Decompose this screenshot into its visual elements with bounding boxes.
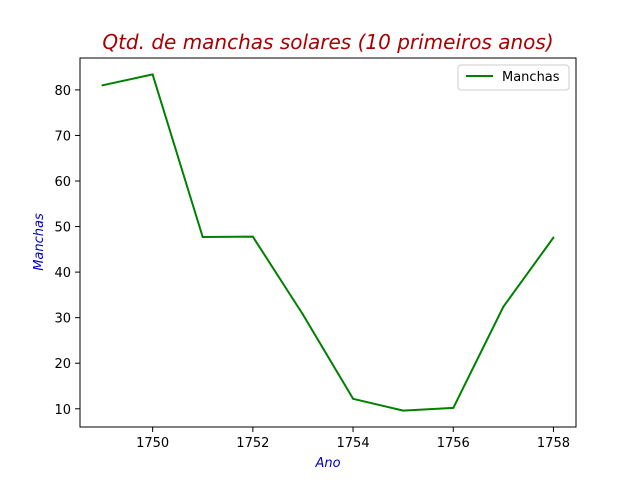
series-group <box>101 73 555 412</box>
data-point <box>201 236 204 239</box>
legend: Manchas <box>457 64 570 91</box>
chart-title: Qtd. de manchas solares (10 primeiros an… <box>102 30 553 54</box>
data-point <box>502 305 505 308</box>
data-point <box>352 397 355 400</box>
y-tick-label: 30 <box>54 312 71 327</box>
data-point <box>251 235 254 238</box>
x-axis-label: Ano <box>314 456 340 471</box>
x-tick-label: 1752 <box>236 436 269 451</box>
y-tick-label: 50 <box>54 221 71 236</box>
data-point <box>552 236 555 239</box>
y-axis-label: Manchas <box>32 213 47 271</box>
data-point <box>402 409 405 412</box>
series-line-manchas <box>102 73 555 412</box>
plot-area-frame <box>79 57 577 428</box>
x-tick-label: 1758 <box>537 436 570 451</box>
x-tick-label: 1754 <box>337 436 370 451</box>
data-point <box>301 313 304 316</box>
x-tick-label: 1756 <box>437 436 470 451</box>
legend-box <box>457 64 570 91</box>
data-point <box>101 84 104 87</box>
y-tick-label: 10 <box>54 403 71 418</box>
y-tick-label: 70 <box>54 129 71 144</box>
y-tick-label: 80 <box>54 84 71 99</box>
y-tick-label: 20 <box>54 357 71 372</box>
y-tick-label: 60 <box>54 175 71 190</box>
x-tick-label: 1750 <box>136 436 169 451</box>
data-point <box>452 406 455 409</box>
data-point <box>151 73 154 76</box>
y-axis-ticks: 10 20 30 40 50 60 70 80 <box>54 84 80 418</box>
y-tick-label: 40 <box>54 266 71 281</box>
x-axis-ticks: 1750 1752 1754 1756 1758 <box>136 427 570 451</box>
legend-label: Manchas <box>502 70 560 85</box>
